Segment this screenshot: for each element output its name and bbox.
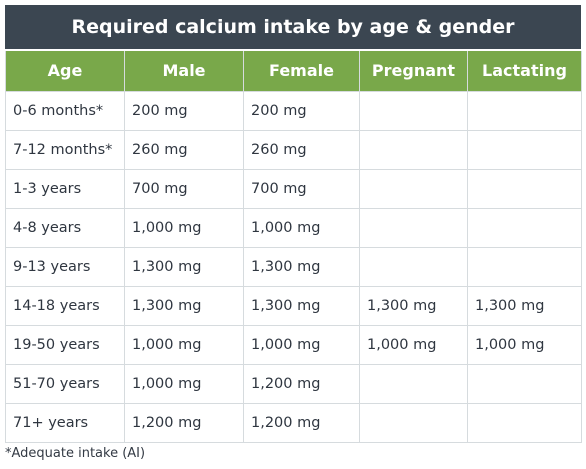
cell-age: 0-6 months* [5,90,125,131]
cell-male: 1,000 mg [124,363,244,404]
cell-pregnant [359,168,468,209]
cell-pregnant: 1,000 mg [359,324,468,365]
calcium-intake-table: Age Male Female Pregnant Lactating 0-6 m… [5,51,582,443]
cell-female: 1,300 mg [243,246,360,287]
table-title: Required calcium intake by age & gender [5,5,581,51]
table-row: 9-13 years 1,300 mg 1,300 mg [5,246,582,287]
cell-pregnant [359,363,468,404]
header-row: Age Male Female Pregnant Lactating [5,51,582,92]
cell-age: 71+ years [5,402,125,443]
cell-male: 1,000 mg [124,207,244,248]
cell-pregnant [359,129,468,170]
table-row: 1-3 years 700 mg 700 mg [5,168,582,209]
column-header-age: Age [5,51,125,92]
table-row: 14-18 years 1,300 mg 1,300 mg 1,300 mg 1… [5,285,582,326]
table-row: 71+ years 1,200 mg 1,200 mg [5,402,582,443]
cell-male: 1,000 mg [124,324,244,365]
cell-female: 1,200 mg [243,363,360,404]
cell-age: 19-50 years [5,324,125,365]
cell-pregnant [359,402,468,443]
cell-female: 1,200 mg [243,402,360,443]
cell-lactating [467,207,582,248]
cell-age: 7-12 months* [5,129,125,170]
cell-female: 700 mg [243,168,360,209]
cell-pregnant [359,90,468,131]
cell-female: 1,000 mg [243,207,360,248]
calcium-table-card: Required calcium intake by age & gender … [5,5,582,461]
cell-female: 1,300 mg [243,285,360,326]
cell-male: 1,300 mg [124,246,244,287]
column-header-female: Female [243,51,360,92]
cell-male: 260 mg [124,129,244,170]
cell-lactating [467,246,582,287]
table-row: 51-70 years 1,000 mg 1,200 mg [5,363,582,404]
cell-male: 1,200 mg [124,402,244,443]
column-header-male: Male [124,51,244,92]
footnote: *Adequate intake (AI) [5,445,146,461]
cell-age: 51-70 years [5,363,125,404]
cell-lactating: 1,000 mg [467,324,582,365]
column-header-pregnant: Pregnant [359,51,468,92]
table-row: 7-12 months* 260 mg 260 mg [5,129,582,170]
cell-female: 200 mg [243,90,360,131]
cell-lactating [467,168,582,209]
cell-age: 1-3 years [5,168,125,209]
cell-male: 1,300 mg [124,285,244,326]
cell-lactating [467,402,582,443]
cell-female: 260 mg [243,129,360,170]
cell-lactating [467,90,582,131]
table-row: 19-50 years 1,000 mg 1,000 mg 1,000 mg 1… [5,324,582,365]
cell-lactating [467,363,582,404]
column-header-lactating: Lactating [467,51,582,92]
cell-pregnant [359,207,468,248]
cell-age: 9-13 years [5,246,125,287]
cell-lactating [467,129,582,170]
table-row: 4-8 years 1,000 mg 1,000 mg [5,207,582,248]
cell-female: 1,000 mg [243,324,360,365]
cell-age: 14-18 years [5,285,125,326]
cell-age: 4-8 years [5,207,125,248]
cell-pregnant: 1,300 mg [359,285,468,326]
cell-pregnant [359,246,468,287]
cell-lactating: 1,300 mg [467,285,582,326]
cell-male: 700 mg [124,168,244,209]
table-row: 0-6 months* 200 mg 200 mg [5,90,582,131]
cell-male: 200 mg [124,90,244,131]
